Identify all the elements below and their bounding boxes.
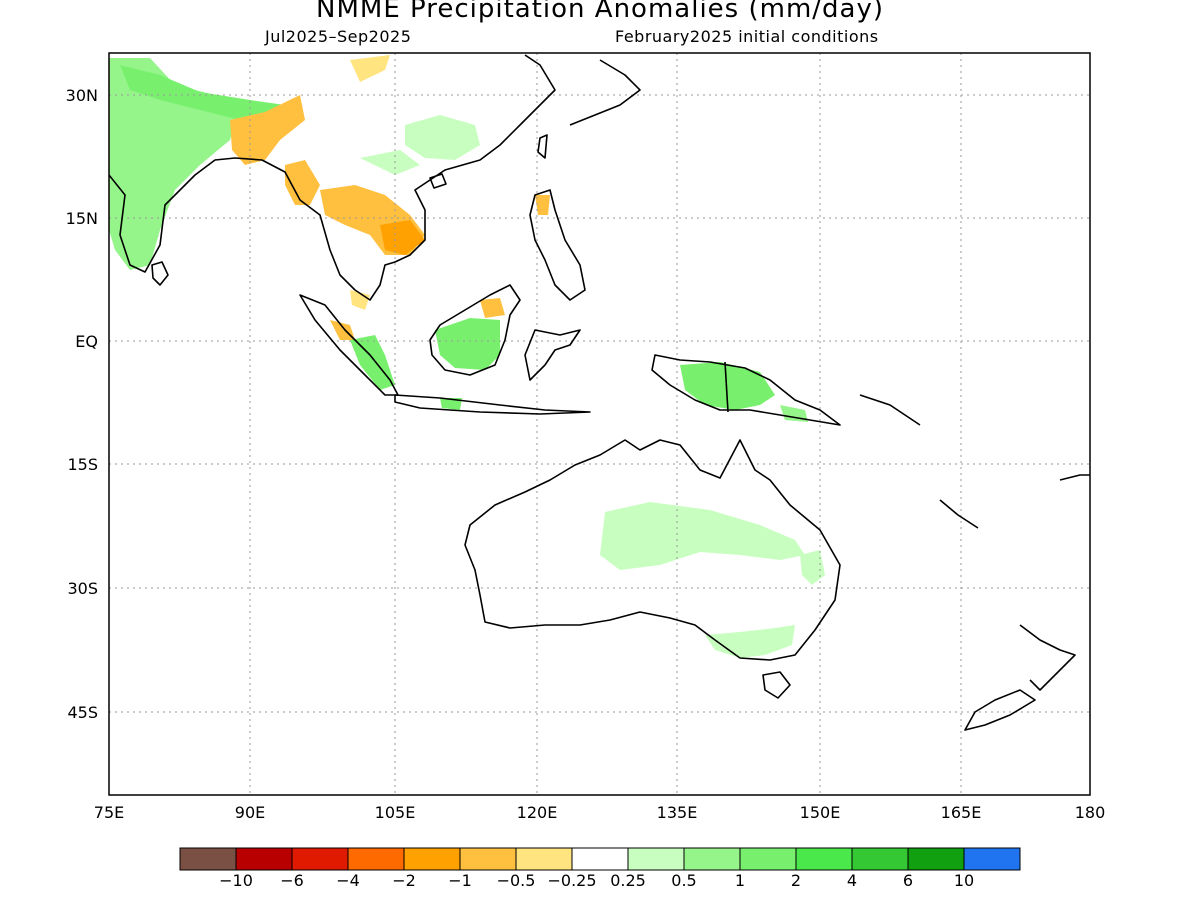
dry-region-vietnam xyxy=(380,220,425,255)
coast-solomons xyxy=(859,394,921,426)
lon-label-150e: 150E xyxy=(799,803,841,822)
colorbar-tick-label: 2 xyxy=(790,871,802,890)
coast-nz-north xyxy=(1019,624,1076,691)
coast-australia xyxy=(464,439,841,661)
dry-region-philippines xyxy=(535,195,550,215)
coast-fiji xyxy=(1059,474,1090,481)
coast-hainan xyxy=(429,173,447,189)
coast-new-caledonia xyxy=(939,499,979,529)
colorbar-swatch xyxy=(851,847,909,871)
colorbar-swatch xyxy=(347,847,405,871)
coast-nz-south xyxy=(964,689,1036,731)
colorbar-tick-label: 10 xyxy=(953,871,975,890)
coast-borneo xyxy=(429,284,521,376)
coast-japan xyxy=(569,59,641,126)
colorbar-tick-label: 4 xyxy=(846,871,858,890)
coastlines xyxy=(109,54,1090,731)
colorbar xyxy=(179,847,1021,871)
wet-region-borneo xyxy=(435,318,500,370)
coast-asia-mainland xyxy=(109,54,556,301)
colorbar-tick-label: −0.5 xyxy=(496,871,536,890)
lon-label-90e: 90E xyxy=(234,803,266,822)
map-title: NMME Precipitation Anomalies (mm/day) xyxy=(316,0,884,24)
colorbar-tick-label: −1 xyxy=(448,871,472,890)
initial-conditions: February2025 initial conditions xyxy=(615,27,879,46)
wet-region-australia-south xyxy=(705,625,795,658)
wet-region-australia-central xyxy=(600,502,805,570)
dry-region-malaysia xyxy=(350,290,370,310)
colorbar-swatch xyxy=(571,847,629,871)
wet-region-australia-east xyxy=(800,550,825,585)
colorbar-swatch xyxy=(963,847,1021,871)
dry-region-tibet xyxy=(350,55,390,82)
dry-region-sumatra xyxy=(330,320,355,340)
lon-label-165e: 165E xyxy=(940,803,982,822)
lon-label-120e: 120E xyxy=(516,803,558,822)
colorbar-swatch xyxy=(683,847,741,871)
lon-label-75e: 75E xyxy=(93,803,125,822)
coast-taiwan xyxy=(537,134,548,159)
coast-java xyxy=(394,394,591,415)
wet-region-java xyxy=(440,398,462,410)
colorbar-swatch xyxy=(515,847,573,871)
dry-region-borneo-north xyxy=(480,298,505,318)
lon-label-105e: 105E xyxy=(374,803,416,822)
colorbar-tick-label: −0.25 xyxy=(547,871,597,890)
lon-label-180: 180 xyxy=(1074,803,1106,822)
lat-label-15n: 15N xyxy=(65,209,98,228)
coast-philippines xyxy=(529,189,586,301)
colorbar-tick-label: −2 xyxy=(392,871,416,890)
colorbar-swatch xyxy=(739,847,797,871)
colorbar-swatch xyxy=(179,847,237,871)
coast-sulawesi xyxy=(524,329,581,381)
colorbar-tick-label: 6 xyxy=(902,871,914,890)
plot-frame xyxy=(108,52,1091,796)
anomaly-shading xyxy=(109,55,825,658)
lon-label-135e: 135E xyxy=(656,803,698,822)
coast-tasmania xyxy=(762,671,791,699)
wet-region-china xyxy=(405,115,480,160)
dry-region-myanmar xyxy=(285,160,320,205)
colorbar-tick-label: −4 xyxy=(336,871,360,890)
lat-lon-grid xyxy=(109,53,1090,795)
dry-region-bangladesh xyxy=(230,95,305,165)
colorbar-tick-label: −6 xyxy=(280,871,304,890)
lat-label-30n: 30N xyxy=(65,86,98,105)
wet-region-new-guinea xyxy=(680,362,775,410)
wet-region-sumatra xyxy=(350,335,395,390)
colorbar-tick-label: 1 xyxy=(734,871,746,890)
wet-region-china-south xyxy=(360,150,420,175)
colorbar-swatch xyxy=(403,847,461,871)
colorbar-swatch xyxy=(291,847,349,871)
lat-label-eq: EQ xyxy=(75,332,98,351)
coast-new-guinea xyxy=(651,354,841,426)
colorbar-tick-label: 0.5 xyxy=(671,871,697,890)
coast-papua-border xyxy=(724,361,729,413)
lat-label-15s: 15S xyxy=(67,455,98,474)
lat-label-45s: 45S xyxy=(67,703,98,722)
colorbar-tick-label: −10 xyxy=(219,871,253,890)
colorbar-swatch xyxy=(459,847,517,871)
colorbar-swatch xyxy=(235,847,293,871)
wet-region-himalaya xyxy=(120,65,285,120)
colorbar-swatch xyxy=(795,847,853,871)
colorbar-swatch xyxy=(627,847,685,871)
coast-sri-lanka xyxy=(151,261,169,286)
colorbar-swatch xyxy=(907,847,965,871)
forecast-period: Jul2025–Sep2025 xyxy=(265,27,412,46)
lat-label-30s: 30S xyxy=(67,579,98,598)
colorbar-tick-label: 0.25 xyxy=(610,871,646,890)
